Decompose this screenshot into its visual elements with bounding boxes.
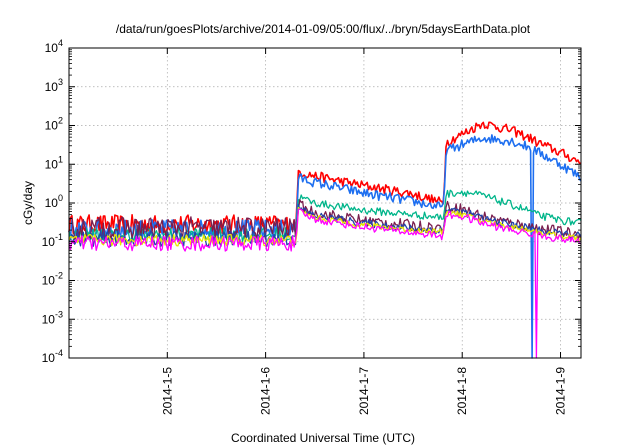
y-tick-label: 10-1 [42, 232, 63, 249]
series-line-1 [68, 121, 581, 235]
y-tick-label: 103 [45, 77, 63, 94]
series-line-5 [68, 203, 582, 248]
y-tick-label: 104 [45, 38, 63, 55]
series-group [68, 121, 582, 359]
series-line-2 [68, 134, 582, 359]
x-tick-label: 2014-1-6 [259, 367, 273, 415]
y-axis: 10-4 10-3 10-2 10-1 100 101 102 103 104 [42, 38, 581, 365]
y-tick-label: 10-2 [42, 271, 63, 288]
y-axis-label: cGy/day [21, 181, 35, 225]
x-tick-label: 2014-1-8 [455, 367, 469, 415]
chart-title: /data/run/goesPlots/archive/2014-01-09/0… [116, 22, 531, 36]
y-tick-label: 10-4 [42, 348, 63, 365]
x-tick-label: 2014-1-5 [160, 367, 174, 415]
x-tick-label: 2014-1-9 [554, 367, 568, 415]
y-tick-label: 102 [45, 116, 63, 133]
y-tick-label: 100 [45, 193, 63, 210]
series-line-7 [68, 208, 581, 359]
y-tick-label: 10-3 [42, 309, 63, 326]
y-tick-label: 101 [45, 154, 63, 171]
x-axis-label: Coordinated Universal Time (UTC) [231, 431, 415, 445]
x-tick-label: 2014-1-7 [357, 367, 371, 415]
x-axis: 2014-1-5 2014-1-6 2014-1-7 2014-1-8 2014-1-9 [160, 48, 568, 415]
